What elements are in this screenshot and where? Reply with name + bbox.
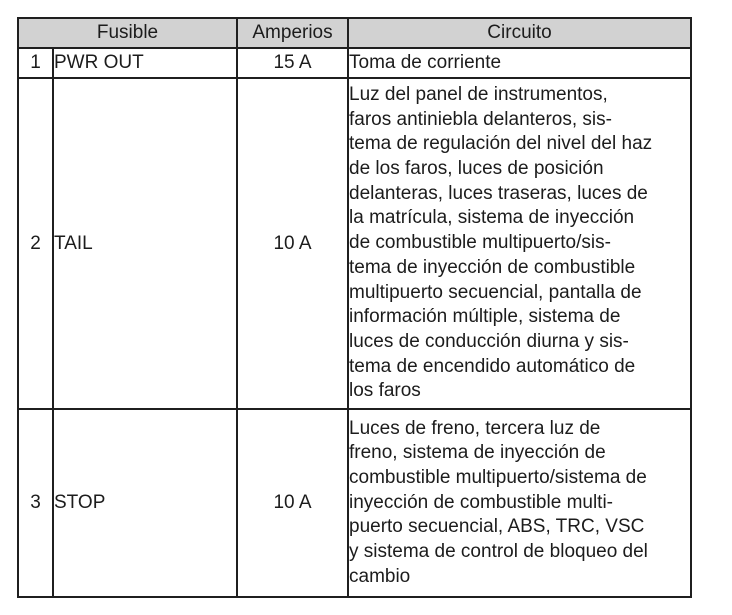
header-fusible: Fusible	[17, 17, 238, 49]
fuse-name: TAIL	[52, 77, 238, 410]
fuse-number: 3	[17, 408, 54, 598]
fuse-name: PWR OUT	[52, 47, 238, 79]
table-row: 1 PWR OUT 15 A Toma de corriente	[17, 47, 692, 79]
fuse-number: 2	[17, 77, 54, 410]
fuse-amperage: 15 A	[236, 47, 349, 79]
header-circuito: Circuito	[347, 17, 692, 49]
fuse-circuit: Toma de corriente	[347, 47, 692, 79]
table-row: 2 TAIL 10 A Luz del panel de instrumento…	[17, 77, 692, 410]
header-amperios: Amperios	[236, 17, 349, 49]
table-header-row: Fusible Amperios Circuito	[17, 17, 692, 49]
fuse-amperage: 10 A	[236, 408, 349, 598]
fuse-circuit: Luz del panel de instrumentos, faros ant…	[347, 77, 692, 410]
table-row: 3 STOP 10 A Luces de freno, tercera luz …	[17, 408, 692, 598]
fuse-amperage: 10 A	[236, 77, 349, 410]
fuse-number: 1	[17, 47, 54, 79]
fuse-name: STOP	[52, 408, 238, 598]
fuse-table: Fusible Amperios Circuito 1 PWR OUT 15 A…	[17, 17, 692, 598]
fuse-circuit: Luces de freno, tercera luz de freno, si…	[347, 408, 692, 598]
